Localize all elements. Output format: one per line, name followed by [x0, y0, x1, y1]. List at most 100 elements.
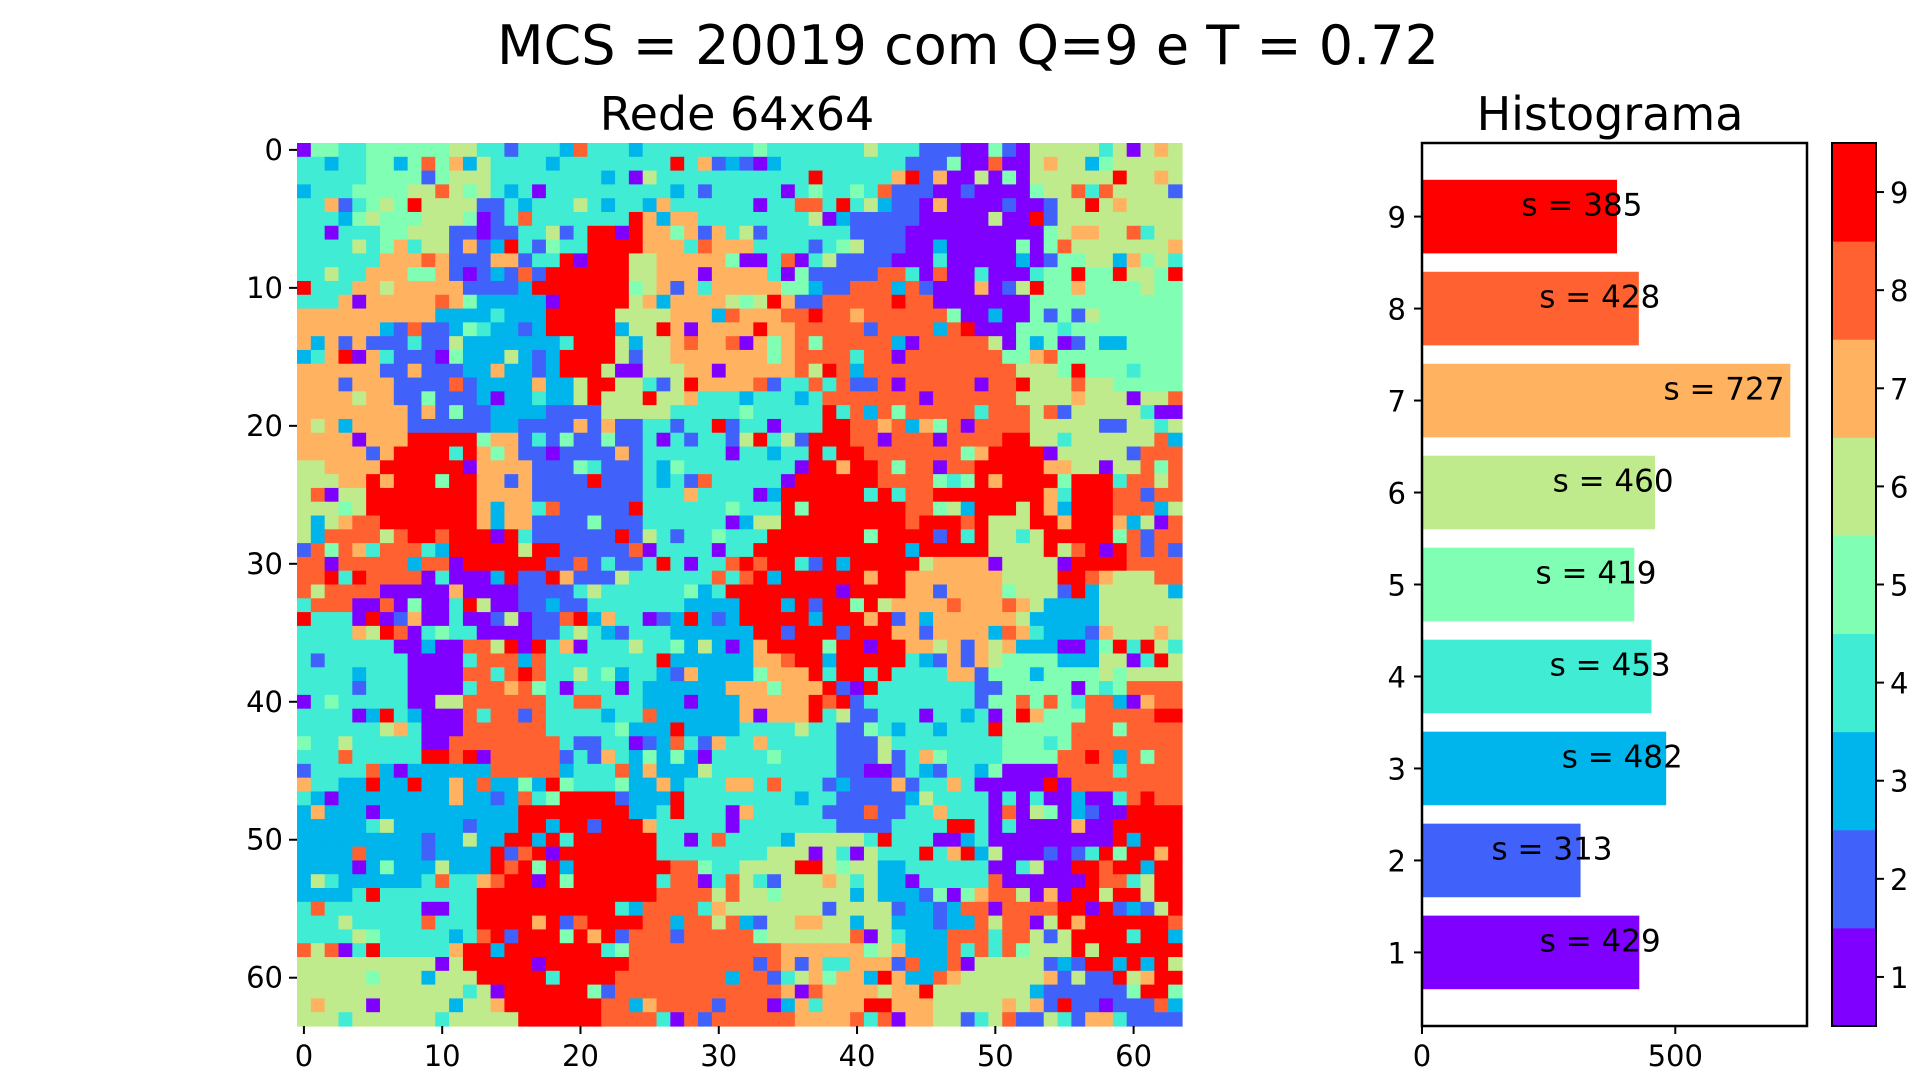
lattice-x-tick-label: 0	[295, 1039, 313, 1073]
lattice-cell	[974, 418, 990, 434]
lattice-cell	[1002, 308, 1017, 323]
lattice-cell	[960, 998, 976, 1013]
lattice-cell	[504, 474, 519, 489]
lattice-cell	[352, 874, 367, 889]
lattice-cell	[974, 584, 990, 599]
lattice-cell	[573, 211, 588, 227]
lattice-cell	[587, 819, 602, 834]
lattice-cell	[297, 929, 312, 944]
lattice-cell	[421, 253, 436, 268]
lattice-cell	[698, 694, 713, 710]
lattice-cell	[1043, 487, 1059, 503]
lattice-cell	[656, 708, 671, 724]
lattice-cell	[421, 501, 436, 517]
lattice-cell	[684, 267, 699, 282]
lattice-cell	[767, 970, 782, 986]
lattice-cell	[1154, 543, 1169, 558]
lattice-cell	[379, 225, 395, 241]
lattice-cell	[1043, 750, 1059, 765]
lattice-cell	[891, 598, 907, 613]
lattice-cell	[435, 253, 450, 268]
lattice-cell	[1016, 901, 1031, 917]
lattice-cell	[490, 681, 506, 696]
lattice-cell	[504, 487, 519, 503]
lattice-cell	[297, 984, 312, 1000]
lattice-cell	[808, 694, 824, 710]
lattice-cell	[393, 294, 409, 310]
lattice-cell	[836, 694, 851, 710]
lattice-cell	[656, 405, 671, 420]
lattice-cell	[1168, 487, 1183, 503]
lattice-cell	[1126, 377, 1142, 392]
lattice-cell	[933, 184, 948, 199]
lattice-cell	[352, 970, 367, 986]
lattice-cell	[836, 501, 851, 517]
lattice-cell	[905, 763, 920, 779]
lattice-cell	[352, 363, 367, 379]
lattice-cell	[1154, 239, 1169, 254]
lattice-cell	[1126, 198, 1142, 213]
lattice-cell	[1002, 225, 1017, 241]
lattice-cell	[324, 612, 340, 627]
lattice-cell	[891, 418, 907, 434]
lattice-cell	[960, 529, 976, 544]
lattice-cell	[421, 750, 436, 765]
lattice-cell	[615, 722, 630, 737]
lattice-cell	[297, 280, 312, 296]
lattice-cell	[545, 681, 561, 696]
lattice-cell	[407, 267, 423, 282]
lattice-cell	[518, 253, 533, 268]
lattice-cell	[366, 501, 381, 517]
lattice-cell	[615, 984, 630, 1000]
lattice-cell	[449, 805, 464, 820]
lattice-cell	[532, 777, 547, 793]
lattice-cell	[905, 874, 920, 889]
lattice-cell	[310, 377, 326, 392]
lattice-cell	[670, 694, 685, 710]
lattice-cell	[1043, 584, 1059, 599]
lattice-cell	[919, 336, 934, 351]
lattice-cell	[642, 639, 658, 655]
lattice-cell	[1002, 170, 1017, 185]
lattice-cell	[407, 170, 423, 185]
histogram-bar-label: s = 482	[1562, 739, 1683, 775]
lattice-cell	[946, 267, 962, 282]
lattice-cell	[518, 418, 533, 434]
lattice-cell	[725, 405, 741, 420]
lattice-cell	[1016, 349, 1031, 365]
lattice-cell	[518, 957, 533, 972]
lattice-cell	[421, 736, 436, 751]
lattice-cell	[310, 211, 326, 227]
lattice-cell	[946, 170, 962, 185]
lattice-cell	[628, 750, 644, 765]
lattice-cell	[1057, 460, 1072, 475]
lattice-cell	[476, 598, 492, 613]
lattice-cell	[532, 294, 547, 310]
lattice-cell	[324, 322, 340, 337]
lattice-cell	[905, 391, 920, 406]
lattice-cell	[1099, 211, 1114, 227]
lattice-cell	[449, 363, 464, 379]
lattice-cell	[753, 446, 768, 461]
lattice-cell	[615, 1012, 630, 1027]
lattice-cell	[974, 170, 990, 185]
lattice-cell	[310, 915, 326, 931]
lattice-cell	[960, 225, 976, 241]
lattice-cell	[545, 198, 561, 213]
lattice-cell	[393, 708, 409, 724]
lattice-cell	[573, 750, 588, 765]
lattice-cell	[642, 998, 658, 1013]
lattice-cell	[518, 529, 533, 544]
lattice-cell	[794, 184, 810, 199]
lattice-cell	[476, 584, 492, 599]
lattice-cell	[1016, 487, 1031, 503]
lattice-cell	[1140, 708, 1155, 724]
lattice-cell	[421, 280, 436, 296]
lattice-cell	[1154, 405, 1169, 420]
lattice-cell	[767, 543, 782, 558]
lattice-cell	[407, 184, 423, 199]
lattice-cell	[739, 708, 754, 724]
lattice-cell	[1112, 474, 1128, 489]
lattice-cell	[324, 846, 340, 862]
lattice-cell	[504, 832, 519, 848]
